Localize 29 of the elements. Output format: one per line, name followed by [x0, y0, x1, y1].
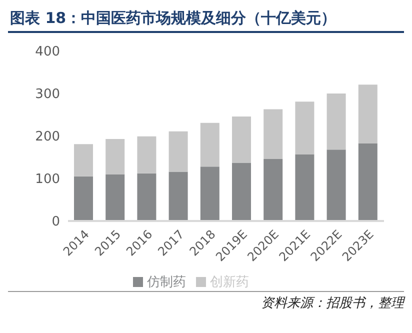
bar	[200, 166, 220, 221]
bar	[232, 162, 251, 221]
y-tick-label: 400	[35, 44, 60, 60]
text: 资料来源：招股书，整理	[8, 291, 404, 312]
bar	[358, 84, 378, 144]
legend-label: 仿制药	[147, 275, 186, 290]
bar	[137, 173, 156, 221]
bar	[137, 136, 156, 174]
bar	[168, 131, 188, 172]
bar	[326, 150, 346, 221]
bar	[200, 122, 220, 167]
bar	[74, 144, 93, 176]
bar	[295, 154, 314, 221]
bar	[326, 94, 346, 150]
bar	[264, 158, 283, 221]
chart-title: 图表 18：中国医药市场规模及细分（十亿美元）	[8, 8, 404, 33]
bar	[106, 138, 125, 174]
bar	[264, 109, 283, 159]
legend-label: 创新药	[210, 275, 249, 290]
bar	[74, 176, 93, 221]
bar	[358, 143, 378, 221]
bar	[168, 172, 188, 221]
y-tick-label: 200	[35, 130, 60, 145]
y-tick-label: 300	[35, 87, 60, 102]
y-tick-label: 100	[35, 172, 60, 188]
bar	[232, 116, 251, 163]
y-tick-label: 0	[52, 214, 60, 230]
bar	[295, 102, 314, 154]
bar	[106, 174, 125, 221]
